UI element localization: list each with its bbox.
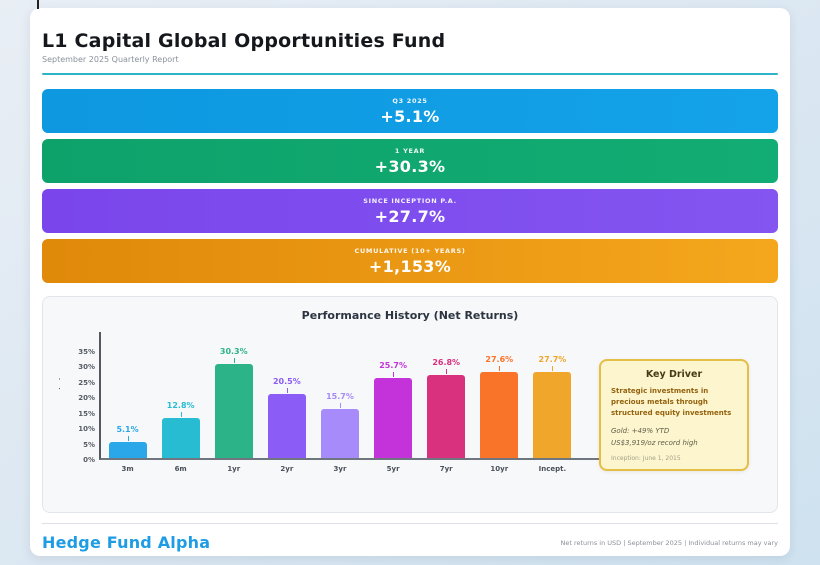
bar-slot-5yr: 25.7% 5yr: [374, 332, 413, 473]
chart-bar: [267, 394, 306, 458]
y-tick-label: 5%: [83, 440, 95, 449]
screen-artifact-mark: [37, 0, 39, 9]
stat-banner-1: 1 YEAR +30.3%: [42, 139, 778, 183]
page-subtitle: September 2025 Quarterly Report: [42, 55, 179, 64]
stat-banner-label: 1 YEAR: [394, 146, 426, 155]
y-tick-label: 10%: [78, 425, 95, 433]
x-tick-label: 1yr: [227, 465, 241, 473]
header-divider: [42, 73, 778, 75]
x-tick-label: 5yr: [386, 465, 400, 473]
bar-value-label: 12.8%: [166, 401, 195, 411]
footer-disclaimer: Net returns in USD | September 2025 | In…: [560, 538, 779, 547]
chart-area: Annualized Return (%) 0% 5% 10% 15% 20% 25% 30…: [59, 332, 747, 492]
bar-value-label: 26.8%: [432, 357, 461, 367]
report-footer: Hedge Fund Alpha Net returns in USD | Se…: [42, 533, 778, 552]
chart-bar: [480, 372, 519, 458]
report-header: L1 Capital Global Opportunities Fund Sep…: [42, 8, 778, 64]
stat-banner-label: CUMULATIVE (10+ YEARS): [354, 246, 466, 255]
key-driver-stat-gold: Gold: +49% YTD: [611, 426, 670, 435]
plot-area: 5.1% 3m 12.8% 6m 30.3% 1yr 20.5% 2yr 15.7% 3yr 25.…: [99, 332, 747, 473]
page-title: L1 Capital Global Opportunities Fund: [42, 30, 446, 52]
brand-name: Hedge Fund Alpha: [42, 533, 211, 552]
y-tick-label: 20%: [78, 394, 95, 402]
chart-bar: [108, 442, 147, 458]
stat-banner-0: Q3 2025 +5.1%: [42, 89, 778, 133]
y-tick-label: 15%: [78, 409, 95, 418]
bar-slot-Incept.: 27.7% Incept.: [533, 332, 572, 473]
bar-value-label: 25.7%: [379, 361, 407, 371]
bar-connector: [499, 366, 501, 372]
stat-banner-3: CUMULATIVE (10+ YEARS) +1,153%: [42, 239, 778, 283]
stat-banner-value: +1,153%: [368, 256, 452, 276]
bar-connector: [393, 372, 395, 378]
stat-banner-label: SINCE INCEPTION P.A.: [363, 196, 457, 205]
stat-banner-value: +5.1%: [380, 106, 440, 126]
bar-series: 5.1% 3m 12.8% 6m 30.3% 1yr 20.5% 2yr 15.7% 3yr 25.…: [101, 332, 579, 473]
bar-connector: [180, 412, 182, 418]
bar-connector: [127, 436, 129, 442]
y-tick-label: 0%: [83, 456, 95, 464]
bar-slot-2yr: 20.5% 2yr: [267, 332, 306, 473]
y-tick-label: 30%: [78, 363, 95, 371]
key-driver-title: Key Driver: [645, 369, 703, 380]
bar-value-label: 27.6%: [485, 355, 514, 365]
chart-bar: [533, 372, 572, 458]
return-stat-banners: Q3 2025 +5.1% 1 YEAR +30.3% SINCE INCEPTION …: [42, 89, 778, 283]
key-driver-inception: Inception: June 1, 2015: [611, 454, 681, 462]
stat-banner-value: +27.7%: [374, 206, 446, 226]
bar-slot-3m: 5.1% 3m: [108, 332, 147, 473]
stat-banner-label: Q3 2025: [392, 96, 428, 105]
chart-bar: [374, 378, 413, 458]
bar-connector: [552, 366, 554, 372]
stat-banner-2: SINCE INCEPTION P.A. +27.7%: [42, 189, 778, 233]
stat-banner-value: +30.3%: [374, 156, 446, 176]
report-card: L1 Capital Global Opportunities Fund Sep…: [30, 0, 790, 556]
bar-connector: [339, 403, 341, 409]
bar-slot-6m: 12.8% 6m: [161, 332, 200, 473]
chart-bar: [214, 364, 253, 458]
bar-slot-7yr: 26.8% 7yr: [427, 332, 466, 473]
x-tick-label: 3yr: [333, 465, 347, 473]
key-driver-callout: Key Driver Strategic investments in prec…: [599, 359, 749, 471]
bar-connector: [446, 368, 448, 374]
x-tick-label: Incept.: [538, 465, 567, 473]
key-driver-body: Strategic investments in precious metals…: [611, 387, 732, 418]
y-axis-ticks: 0% 5% 10% 15% 20% 25% 30% 35%: [73, 332, 95, 465]
chart-bar: [161, 418, 200, 458]
x-tick-label: 10yr: [490, 465, 509, 473]
chart-title: Performance History (Net Returns): [301, 309, 519, 322]
bar-slot-10yr: 27.6% 10yr: [480, 332, 519, 473]
bar-connector: [233, 358, 235, 364]
chart-bar: [320, 409, 359, 458]
x-tick-label: 7yr: [439, 465, 453, 473]
x-tick-label: 3m: [121, 465, 134, 473]
y-tick-label: 35%: [78, 347, 95, 356]
performance-chart-panel: Performance History (Net Returns) Annual…: [42, 296, 778, 513]
bar-value-label: 30.3%: [219, 347, 248, 357]
y-axis-label: Annualized Return (%): [59, 377, 61, 466]
key-driver-stat-record: US$3,919/oz record high: [611, 438, 698, 447]
bar-value-label: 27.7%: [538, 355, 567, 365]
bar-value-label: 20.5%: [272, 377, 301, 387]
bar-slot-3yr: 15.7% 3yr: [320, 332, 359, 473]
x-tick-label: 6m: [174, 465, 187, 473]
bar-connector: [286, 388, 288, 394]
chart-bar: [427, 374, 466, 458]
footer-divider: [42, 523, 778, 524]
bar-value-label: 15.7%: [326, 392, 354, 402]
bar-slot-1yr: 30.3% 1yr: [214, 332, 253, 473]
x-tick-label: 2yr: [280, 465, 294, 473]
bar-value-label: 5.1%: [116, 425, 139, 435]
y-tick-label: 25%: [78, 378, 95, 387]
